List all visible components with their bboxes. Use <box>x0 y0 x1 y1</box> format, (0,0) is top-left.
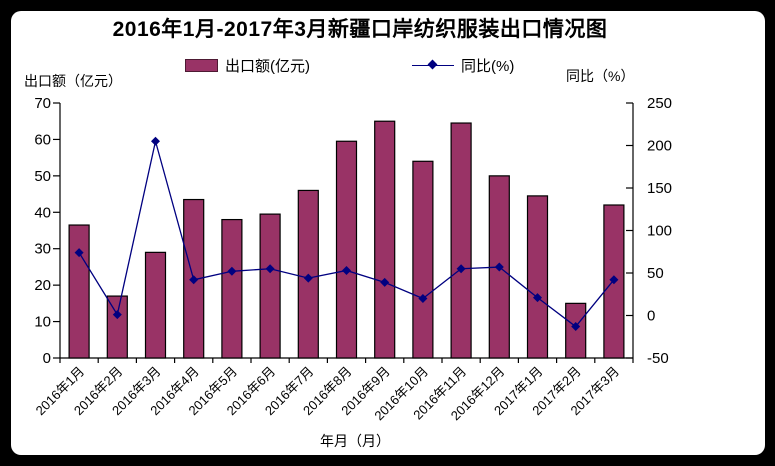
bar-2016年10月 <box>412 160 434 359</box>
left-tick-label: 50 <box>34 168 51 185</box>
bar-2016年2月 <box>106 295 128 359</box>
left-tick-label: 0 <box>43 350 51 367</box>
yoy-point-2016年7月 <box>303 273 313 283</box>
yoy-point-2016年6月 <box>265 264 275 274</box>
right-tick-label: 250 <box>647 95 672 112</box>
left-axis-title: 出口额（亿元） <box>24 73 122 89</box>
x-axis-title: 年月（月） <box>320 433 390 449</box>
left-tick-label: 60 <box>34 131 51 148</box>
left-tick-label: 20 <box>34 277 51 294</box>
legend-bar-label: 出口额(亿元) <box>225 57 310 75</box>
yoy-point-2016年10月 <box>418 294 428 303</box>
yoy-point-2016年1月 <box>74 248 84 258</box>
yoy-point-2016年2月 <box>112 310 122 320</box>
right-tick-label: 50 <box>647 265 664 282</box>
legend-item-export: 出口额(亿元) <box>185 56 310 75</box>
left-tick-label: 30 <box>34 241 51 258</box>
right-axis-title: 同比（%） <box>566 68 635 84</box>
legend-line-label: 同比(%) <box>461 57 515 75</box>
bar-swatch-icon <box>185 58 218 72</box>
right-tick-label: 100 <box>647 223 672 240</box>
yoy-point-2016年9月 <box>380 277 390 287</box>
bar-2017年1月 <box>526 195 549 359</box>
line-marker-swatch-icon <box>412 59 454 70</box>
right-tick-label: -50 <box>647 350 669 367</box>
yoy-point-2016年8月 <box>342 265 351 275</box>
bar-2016年9月 <box>374 120 396 359</box>
bar-2016年8月 <box>335 140 358 359</box>
bar-2016年5月 <box>221 218 243 359</box>
legend-item-yoy: 同比(%) <box>412 56 515 75</box>
bar-2016年1月 <box>68 224 90 359</box>
yoy-point-2016年11月 <box>456 264 466 274</box>
left-tick-label: 40 <box>34 204 51 221</box>
yoy-point-2017年3月 <box>609 275 619 285</box>
left-tick-label: 70 <box>34 95 51 112</box>
right-tick-label: 150 <box>647 180 672 197</box>
bar-2016年11月 <box>450 122 472 359</box>
yoy-point-2016年3月 <box>151 136 160 146</box>
left-tick-label: 10 <box>34 314 51 331</box>
yoy-point-2016年12月 <box>494 262 504 272</box>
bar-2016年6月 <box>259 213 281 359</box>
bar-2016年3月 <box>144 251 167 359</box>
yoy-point-2016年5月 <box>227 266 237 276</box>
yoy-point-2016年4月 <box>189 275 199 285</box>
right-tick-label: 0 <box>647 308 655 325</box>
chart-title: 2016年1月-2017年3月新疆口岸纺织服装出口情况图 <box>112 18 608 41</box>
yoy-point-2017年1月 <box>533 293 542 303</box>
right-tick-label: 200 <box>647 138 672 155</box>
yoy-point-2017年2月 <box>571 322 581 332</box>
